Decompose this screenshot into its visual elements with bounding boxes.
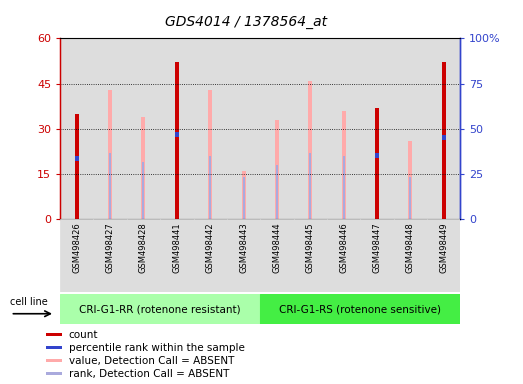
Bar bbox=[427, 219, 460, 292]
Bar bbox=[60, 219, 94, 292]
Bar bbox=[94, 219, 127, 292]
Bar bbox=[342, 111, 346, 219]
Text: GDS4014 / 1378564_at: GDS4014 / 1378564_at bbox=[165, 15, 327, 29]
Bar bbox=[75, 114, 79, 219]
Text: CRI-G1-RS (rotenone sensitive): CRI-G1-RS (rotenone sensitive) bbox=[279, 304, 441, 314]
Bar bbox=[142, 162, 144, 219]
Bar bbox=[127, 219, 160, 292]
Bar bbox=[227, 38, 260, 219]
Bar bbox=[60, 294, 260, 324]
Bar bbox=[394, 219, 427, 292]
Bar bbox=[160, 219, 194, 292]
Text: GSM498447: GSM498447 bbox=[372, 223, 381, 273]
Bar bbox=[260, 294, 460, 324]
Bar bbox=[343, 156, 345, 219]
Text: percentile rank within the sample: percentile rank within the sample bbox=[69, 343, 245, 353]
Bar bbox=[441, 63, 446, 219]
Bar bbox=[408, 141, 412, 219]
Bar bbox=[327, 38, 360, 219]
Bar bbox=[275, 120, 279, 219]
Bar bbox=[75, 156, 79, 161]
Bar bbox=[360, 219, 393, 292]
Text: GSM498446: GSM498446 bbox=[339, 223, 348, 273]
Bar bbox=[309, 153, 311, 219]
Bar bbox=[175, 132, 179, 137]
Bar bbox=[194, 38, 227, 219]
Text: rank, Detection Call = ABSENT: rank, Detection Call = ABSENT bbox=[69, 369, 229, 379]
Bar bbox=[427, 38, 460, 219]
Bar bbox=[409, 177, 411, 219]
Bar bbox=[394, 38, 427, 219]
Bar bbox=[208, 89, 212, 219]
Bar bbox=[293, 38, 327, 219]
Bar bbox=[293, 219, 327, 292]
Bar bbox=[441, 136, 446, 140]
Bar bbox=[94, 38, 127, 219]
Bar bbox=[260, 219, 293, 292]
Bar bbox=[47, 359, 62, 362]
Bar bbox=[127, 38, 160, 219]
Bar bbox=[375, 108, 379, 219]
Bar bbox=[142, 117, 145, 219]
Text: value, Detection Call = ABSENT: value, Detection Call = ABSENT bbox=[69, 356, 234, 366]
Bar bbox=[308, 81, 312, 219]
Text: GSM498443: GSM498443 bbox=[239, 223, 248, 273]
Bar bbox=[108, 89, 112, 219]
Text: GSM498442: GSM498442 bbox=[206, 223, 214, 273]
Bar bbox=[109, 153, 111, 219]
Bar bbox=[175, 63, 179, 219]
Bar bbox=[276, 165, 278, 219]
Bar bbox=[194, 219, 227, 292]
Text: CRI-G1-RR (rotenone resistant): CRI-G1-RR (rotenone resistant) bbox=[79, 304, 241, 314]
Text: cell line: cell line bbox=[10, 297, 48, 307]
Bar bbox=[242, 171, 245, 219]
Bar bbox=[327, 219, 360, 292]
Bar bbox=[209, 156, 211, 219]
Bar bbox=[360, 38, 393, 219]
Text: GSM498428: GSM498428 bbox=[139, 223, 148, 273]
Text: GSM498445: GSM498445 bbox=[306, 223, 315, 273]
Bar bbox=[47, 372, 62, 375]
Bar bbox=[243, 177, 245, 219]
Text: GSM498441: GSM498441 bbox=[173, 223, 181, 273]
Text: GSM498426: GSM498426 bbox=[72, 223, 81, 273]
Bar bbox=[47, 333, 62, 336]
Bar bbox=[160, 38, 194, 219]
Text: GSM498427: GSM498427 bbox=[106, 223, 115, 273]
Text: GSM498444: GSM498444 bbox=[272, 223, 281, 273]
Bar bbox=[375, 154, 379, 158]
Text: count: count bbox=[69, 330, 98, 340]
Bar bbox=[227, 219, 260, 292]
Bar bbox=[47, 346, 62, 349]
Bar bbox=[260, 38, 293, 219]
Text: GSM498448: GSM498448 bbox=[406, 223, 415, 273]
Text: GSM498449: GSM498449 bbox=[439, 223, 448, 273]
Bar bbox=[60, 38, 94, 219]
